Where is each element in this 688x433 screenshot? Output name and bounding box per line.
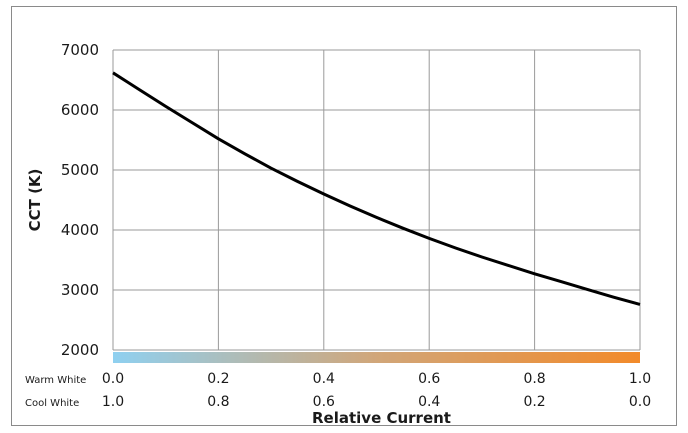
y-tick-label: 3000 [61, 281, 99, 299]
x-tick-rows: Warm White 0.0 0.2 0.4 0.6 0.8 1.0 Cool White 1.… [25, 371, 651, 410]
x-tick-label: 1.0 [629, 371, 651, 387]
cct-curve [112, 71, 641, 306]
y-tick-label: 5000 [61, 161, 99, 179]
x-tick-label: 0.4 [313, 371, 335, 387]
x-tick-label: 0.2 [207, 371, 229, 387]
x-row-label: Warm White [25, 375, 86, 386]
x-tick-label: 0.8 [523, 371, 545, 387]
cct-chart: 7000 6000 5000 4000 3000 2000 Warm White 0.0 0.… [25, 41, 651, 427]
y-axis-title: CCT (K) [26, 169, 44, 232]
x-tick-label: 0.0 [629, 394, 651, 410]
x-tick-label: 1.0 [102, 394, 124, 410]
x-tick-label: 0.2 [523, 394, 545, 410]
color-gradient-bar [113, 352, 640, 363]
y-tick-label: 6000 [61, 101, 99, 119]
chart-frame: 7000 6000 5000 4000 3000 2000 Warm White 0.0 0.… [11, 6, 677, 427]
x-tick-label: 0.4 [418, 394, 440, 410]
y-tick-labels: 7000 6000 5000 4000 3000 2000 [61, 41, 99, 359]
x-tick-label: 0.0 [102, 371, 124, 387]
x-tick-label: 0.6 [418, 371, 440, 387]
y-tick-label: 7000 [61, 41, 99, 59]
x-tick-label: 0.8 [207, 394, 229, 410]
x-axis-title: Relative Current [312, 409, 451, 427]
y-tick-label: 2000 [61, 341, 99, 359]
x-tick-label: 0.6 [313, 394, 335, 410]
grid-lines [112, 49, 641, 351]
y-tick-label: 4000 [61, 221, 99, 239]
x-row-label: Cool White [25, 398, 79, 409]
